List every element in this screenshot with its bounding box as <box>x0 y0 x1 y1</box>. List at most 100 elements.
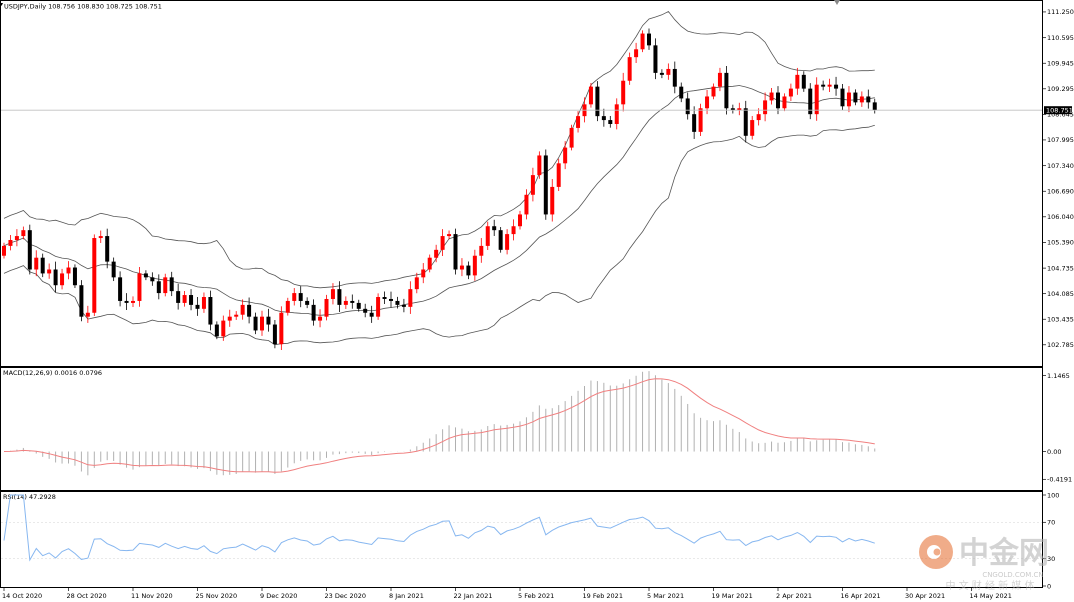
rsi-tick-label: 100 <box>1047 491 1059 499</box>
candle-body <box>182 295 187 303</box>
candle-body <box>647 33 651 46</box>
price-tick-label: 102.785 <box>1047 341 1074 349</box>
date-tick-label: 8 Jan 2021 <box>389 592 424 600</box>
candle-body <box>337 289 342 305</box>
date-axis: 14 Oct 2020 28 Oct 2020 11 Nov 2020 25 Nov … <box>2 588 1012 600</box>
candle-body <box>330 289 335 299</box>
candle-body <box>788 88 793 97</box>
candle-body <box>272 324 277 345</box>
candle-body <box>801 74 806 89</box>
candle-body <box>292 293 297 301</box>
candle-body <box>459 265 464 270</box>
candle-body <box>324 298 329 317</box>
candle-body <box>240 304 245 315</box>
shift-marker-icon[interactable] <box>834 0 840 5</box>
macd-histogram <box>3 371 876 476</box>
candle-body <box>595 86 600 117</box>
date-tick-label: 19 Mar 2021 <box>712 592 753 600</box>
watermark-name: 中金网 <box>959 536 1049 571</box>
price-axis: 111.250 110.595 109.945 109.295 108.645 107.9… <box>1042 8 1074 349</box>
candle-body <box>518 214 522 227</box>
candle-body <box>569 127 574 148</box>
price-tick-label: 105.390 <box>1047 239 1074 247</box>
candle-body <box>79 285 84 317</box>
date-tick-label: 14 May 2021 <box>970 592 1012 600</box>
candle-body <box>730 108 735 111</box>
candle-body <box>853 92 858 103</box>
header-arrow-icon <box>0 3 3 6</box>
candle-body <box>376 297 381 317</box>
macd-panel-frame <box>0 367 1043 491</box>
candle-body <box>143 273 148 278</box>
candle-body <box>150 277 155 282</box>
bollinger-upper <box>3 10 875 289</box>
candle-body <box>163 277 168 294</box>
candle-body <box>479 245 484 256</box>
candle-body <box>311 304 316 321</box>
current-price-label: 108.751 <box>1046 107 1073 115</box>
candle-body <box>169 277 174 292</box>
candle-body <box>14 236 19 240</box>
candle-body <box>750 120 755 136</box>
candle-body <box>640 33 645 50</box>
macd-tick-label: 1.1465 <box>1047 372 1070 380</box>
candle-body <box>492 226 497 231</box>
candle-body <box>485 226 490 246</box>
candle-body <box>621 80 626 105</box>
candle-body <box>343 300 348 305</box>
price-tick-label: 107.995 <box>1047 136 1074 144</box>
candle-body <box>763 100 768 115</box>
bollinger-middle <box>3 85 875 316</box>
candle-body <box>305 300 310 305</box>
candle-body <box>47 269 52 274</box>
date-tick-label: 14 Oct 2020 <box>2 592 42 600</box>
candle-body <box>395 300 400 305</box>
candle-body <box>872 102 877 111</box>
candle-body <box>363 308 368 313</box>
candle-body <box>189 295 194 305</box>
candle-body <box>369 312 374 317</box>
candle-body <box>466 265 471 276</box>
candle-body <box>537 155 542 176</box>
candle-body <box>221 320 226 337</box>
candle-body <box>827 84 832 87</box>
rsi-panel-frame <box>0 491 1043 588</box>
candle-body <box>859 96 864 103</box>
candle-body <box>821 84 826 87</box>
candle-body <box>8 240 13 246</box>
date-tick-label: 25 Nov 2020 <box>196 592 238 600</box>
candle-body <box>421 269 426 278</box>
candle-body <box>505 234 510 250</box>
candle-body <box>685 98 690 115</box>
rsi-tick-label: 0 <box>1047 582 1051 590</box>
bollinger-bands <box>3 10 875 346</box>
candle-body <box>53 269 58 286</box>
candle-body <box>298 293 303 301</box>
candle-body <box>247 304 252 317</box>
price-tick-label: 103.435 <box>1047 316 1074 324</box>
candle-body <box>60 273 65 286</box>
rsi-title: RSI(14) 47.2928 <box>3 493 56 501</box>
candle-body <box>834 84 839 89</box>
date-tick-label: 30 Apr 2021 <box>905 592 945 600</box>
rsi-tick-label: 30 <box>1047 555 1055 563</box>
date-tick-label: 5 Mar 2021 <box>647 592 684 600</box>
watermark-subtitle: 中 文 财 经 新 媒 体 <box>945 579 1034 592</box>
candle-body <box>608 120 613 124</box>
candle-body <box>266 316 271 325</box>
candle-body <box>440 236 445 250</box>
candle-body <box>350 300 355 303</box>
candle-body <box>408 289 413 307</box>
candle-body <box>40 257 45 274</box>
price-tick-label: 106.040 <box>1047 213 1074 221</box>
candle-body <box>724 72 729 109</box>
candle-body <box>447 234 452 237</box>
bollinger-lower <box>3 124 875 346</box>
date-tick-label: 23 Dec 2020 <box>325 592 367 600</box>
candle-body <box>156 281 161 294</box>
price-tick-label: 107.340 <box>1047 162 1074 170</box>
candle-body <box>234 314 239 317</box>
candle-body <box>21 230 26 237</box>
macd-title: MACD(12,26,9) 0.0016 0.0796 <box>3 369 102 377</box>
candle-body <box>131 300 135 303</box>
